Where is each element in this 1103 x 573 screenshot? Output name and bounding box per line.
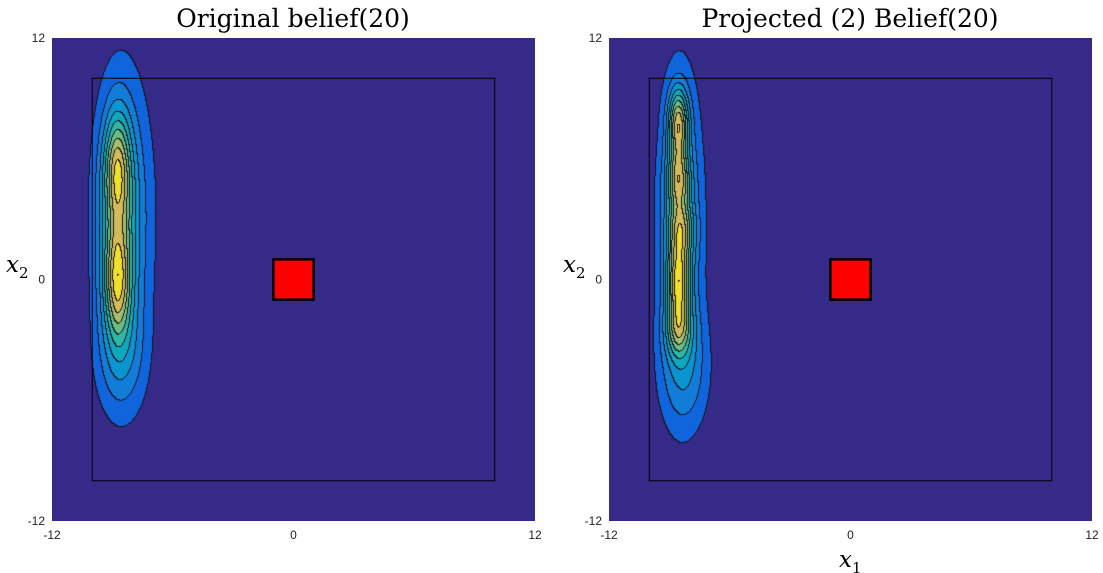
y-tick-label: 12 bbox=[32, 31, 46, 45]
y-tick-label: 0 bbox=[38, 273, 45, 287]
obstacle-square bbox=[829, 258, 872, 301]
x-tick-label: 12 bbox=[1085, 528, 1099, 542]
y-axis-label-main: x2 bbox=[6, 252, 29, 282]
y-axis-label: x2 bbox=[6, 252, 29, 282]
x-tick-label: 0 bbox=[290, 528, 297, 542]
x-tick-label: -12 bbox=[600, 528, 618, 542]
y-tick-label: -12 bbox=[585, 514, 603, 528]
x-tick-label: -12 bbox=[43, 528, 61, 542]
chart-panel-projected: Projected (2) Belief(20) 12 0 -12 -12 0 … bbox=[551, 0, 1103, 573]
plot-area bbox=[52, 38, 535, 521]
x-tick-label: 12 bbox=[528, 528, 542, 542]
boundary-rectangle bbox=[648, 77, 1053, 482]
chart-title: Original belief(20) bbox=[176, 4, 410, 33]
obstacle-square bbox=[272, 258, 315, 301]
y-axis-label-main: x2 bbox=[563, 252, 586, 282]
x-tick-label: 0 bbox=[847, 528, 854, 542]
x-axis-label: x1 bbox=[839, 547, 862, 573]
y-axis-label: x2 bbox=[563, 252, 586, 282]
chart-panel-original: Original belief(20) 12 0 -12 -12 0 12 x2 bbox=[0, 0, 551, 573]
chart-original-belief: Original belief(20) 12 0 -12 -12 0 12 x2 bbox=[6, 4, 542, 542]
chart-projected-belief: Projected (2) Belief(20) 12 0 -12 -12 0 … bbox=[563, 4, 1099, 573]
y-tick-label: 0 bbox=[595, 273, 602, 287]
y-tick-label: 12 bbox=[589, 31, 603, 45]
boundary-rectangle bbox=[91, 77, 496, 482]
x-axis-label-main: x1 bbox=[839, 547, 862, 573]
y-tick-label: -12 bbox=[28, 514, 46, 528]
chart-title: Projected (2) Belief(20) bbox=[701, 4, 998, 33]
plot-area bbox=[609, 38, 1092, 521]
